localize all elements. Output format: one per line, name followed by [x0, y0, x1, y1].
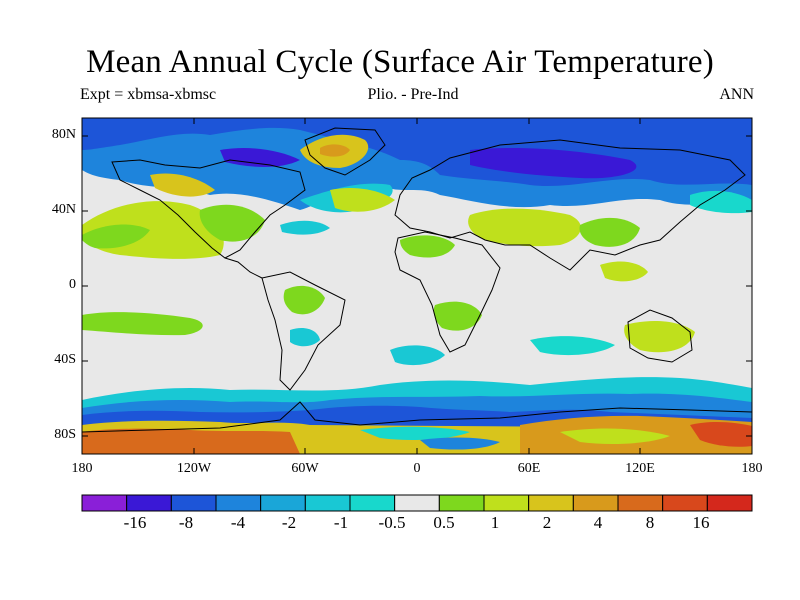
coast-greenland [304, 127, 386, 176]
greenland-hot [320, 144, 350, 157]
eurasia-yellow [468, 208, 581, 247]
colorbar-label: -16 [123, 513, 147, 532]
antarctic-blue-interior [420, 437, 500, 450]
lat-label-80n: 80N [51, 127, 76, 142]
coast-north-america [111, 159, 306, 259]
comparison-label: Plio. - Pre-Ind [367, 86, 459, 103]
lon-label-60e: 60E [517, 461, 541, 476]
colorbar-swatch [260, 494, 306, 512]
pacific-north-green [82, 224, 150, 249]
colorbar-swatch [572, 494, 619, 512]
siberia-indigo [470, 148, 637, 179]
coast-south-america [261, 271, 346, 391]
antarctic-cyan-interior [360, 426, 470, 440]
lat-label-80s: 80S [54, 427, 76, 442]
colorbar-swatch [483, 494, 530, 512]
colorbar-swatch [349, 494, 396, 512]
antarctic-orange-west [82, 428, 300, 454]
colorbar-swatch [617, 494, 664, 512]
colorbar-label: 2 [542, 513, 552, 532]
colorbar-swatch [170, 494, 217, 512]
north-atlantic-yellow [330, 188, 395, 212]
south-atlantic-cyan [390, 345, 445, 366]
colorbar-label: 8 [645, 513, 655, 532]
colorbar-label: -2 [281, 513, 297, 532]
lat-label-40n: 40N [51, 202, 76, 217]
colorbar-label: 4 [593, 513, 603, 532]
canada-indigo [220, 148, 300, 167]
australia-yellow [624, 320, 695, 353]
coast-australia [627, 309, 693, 363]
coast-antarctica [82, 401, 752, 433]
colorbar-label: 0.5 [433, 513, 455, 532]
colorbar-label: -0.5 [378, 513, 406, 532]
antarctic-green-interior [560, 428, 670, 444]
south-america-green [283, 285, 325, 315]
colorbar-label: 16 [692, 513, 710, 532]
south-america-cyan [290, 328, 320, 347]
lon-label-60w: 60W [291, 461, 319, 476]
colorbar-swatch [81, 494, 128, 512]
colorbar-label: 1 [490, 513, 500, 532]
pacific-east-green [82, 312, 203, 336]
africa-north-green [400, 235, 455, 258]
lon-label-180e: 180 [741, 461, 763, 476]
colorbar-swatch [304, 494, 351, 512]
colorbar-swatch [438, 494, 485, 512]
africa-south-green [433, 301, 482, 331]
coast-eurasia [394, 139, 746, 271]
antarctic-red-east [690, 422, 752, 447]
north-america-green [199, 204, 265, 242]
lat-label-40s: 40S [54, 352, 76, 367]
temperature-field [82, 118, 752, 454]
map-title: Mean Annual Cycle (Surface Air Temperatu… [86, 44, 714, 80]
colorbar-swatch [394, 494, 440, 512]
experiment-label: Expt = xbmsa-xbmsc [80, 86, 217, 103]
coast-africa [394, 231, 501, 353]
lon-label-120w: 120W [176, 461, 212, 476]
colorbar-label: -1 [333, 513, 349, 532]
colorbar [81, 494, 753, 512]
colorbar-swatch [662, 494, 708, 512]
colorbar-swatch [706, 494, 753, 512]
season-label: ANN [719, 86, 754, 103]
colorbar-label: -8 [178, 513, 194, 532]
mid-atlantic-cyan [280, 220, 330, 235]
map-frame [81, 117, 753, 455]
asia-green [579, 217, 640, 247]
colorbar-swatch [126, 494, 172, 512]
lon-label-0: 0 [413, 461, 421, 476]
indian-cyan [530, 336, 615, 356]
colorbar-swatch [215, 494, 262, 512]
colorbar-swatch [528, 494, 574, 512]
coastlines [82, 127, 752, 433]
lat-label-0: 0 [69, 277, 76, 292]
lon-label-120e: 120E [625, 461, 655, 476]
pacific-cyan [690, 190, 752, 214]
alaska-warm [150, 173, 215, 197]
lon-label-180w: 180 [71, 461, 93, 476]
indonesia-yellow [600, 261, 648, 282]
coast-central-america [224, 257, 263, 279]
colorbar-label: -4 [230, 513, 246, 532]
